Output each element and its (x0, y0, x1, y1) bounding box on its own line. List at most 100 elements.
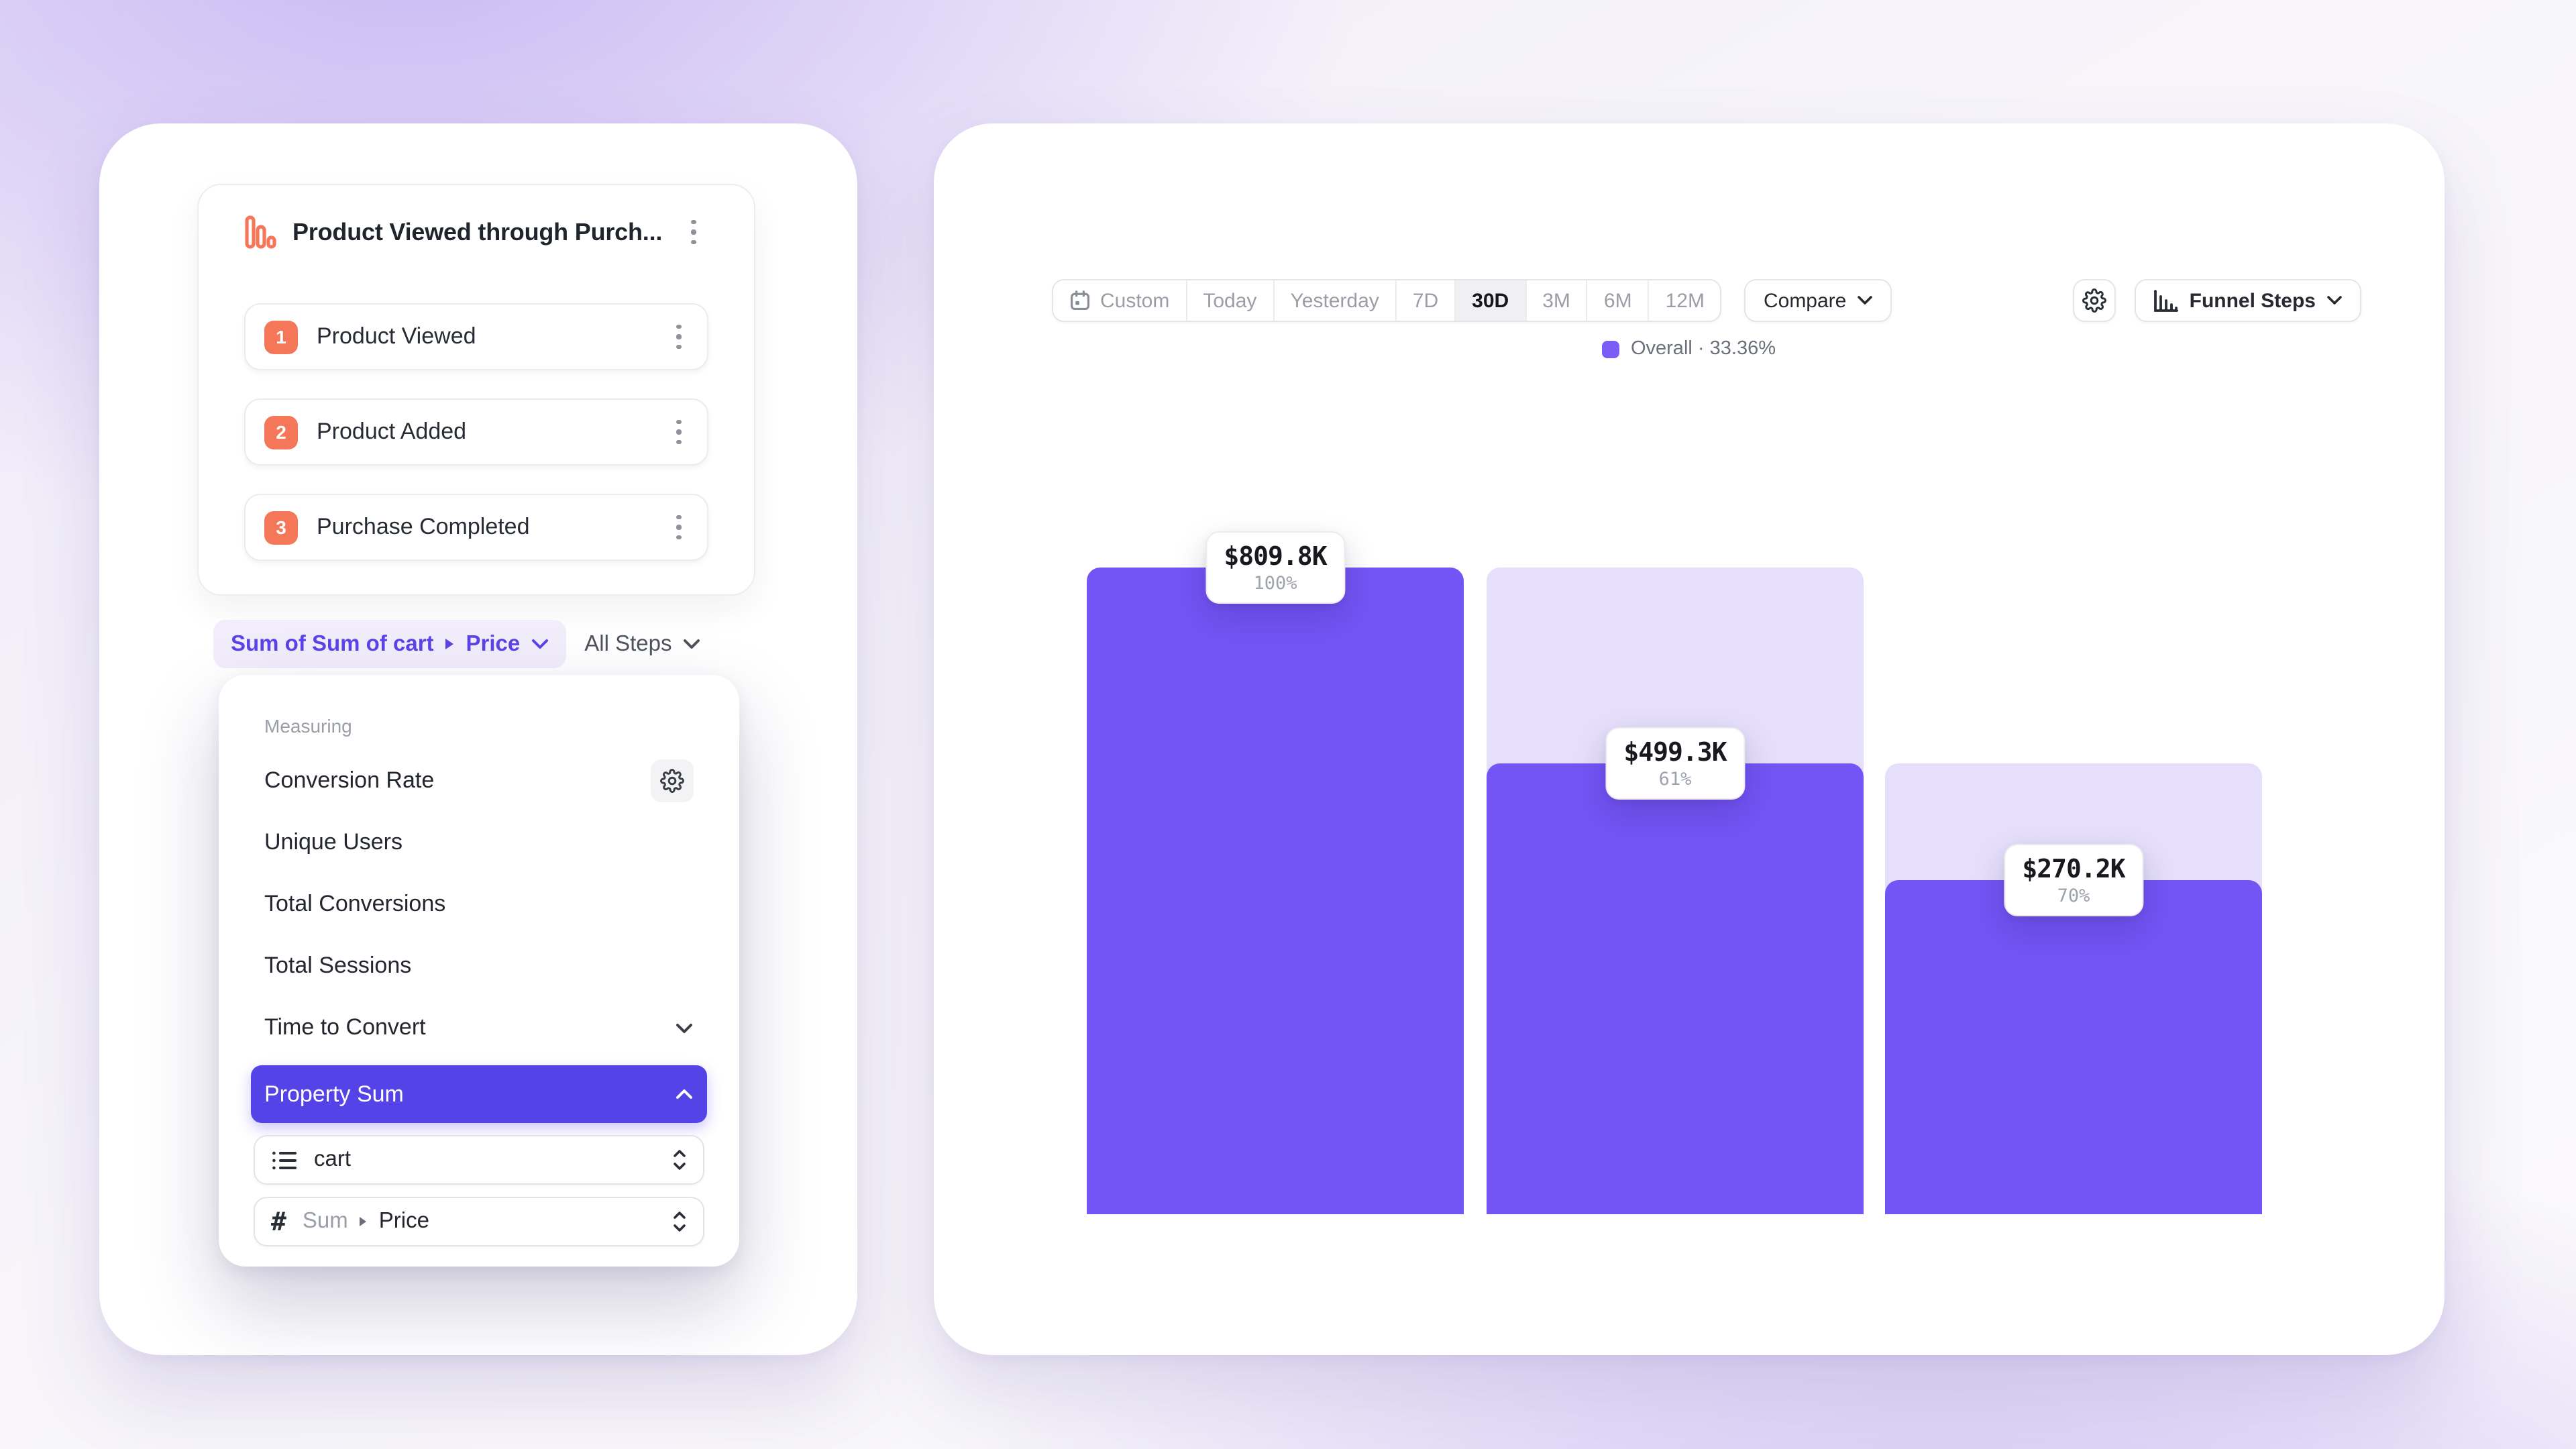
step-label: Purchase Completed (317, 514, 530, 539)
tab-label: 6M (1603, 289, 1632, 312)
chart-panel: Custom Today Yesterday 7D 30D 3M 6M 12M … (934, 123, 2445, 1355)
measurement-property: Price (466, 631, 521, 655)
aggregation-select-value: Sum Price (303, 1209, 656, 1234)
funnel-steps-icon (2153, 289, 2179, 312)
chart-legend: Overall · 33.36% (934, 338, 2445, 360)
menu-item-total-sessions[interactable]: Total Sessions (251, 935, 707, 997)
tab-7d[interactable]: 7D (1396, 280, 1456, 321)
chevron-down-icon (675, 1022, 694, 1034)
legend-swatch (1602, 340, 1620, 358)
step-number-badge: 3 (264, 511, 298, 544)
tab-30d[interactable]: 30D (1456, 280, 1527, 321)
step-row-product-added[interactable]: 2 Product Added (244, 398, 708, 466)
menu-item-label: Total Conversions (264, 891, 446, 916)
bar-solid[interactable] (1087, 568, 1464, 1214)
menu-item-label: Time to Convert (264, 1014, 426, 1040)
bar-solid[interactable] (1885, 880, 2262, 1214)
aggregation-property: Price (378, 1209, 429, 1233)
menu-item-total-conversions[interactable]: Total Conversions (251, 873, 707, 935)
chevron-up-icon (675, 1088, 694, 1100)
funnel-chart: $809.8K 100% $499.3K 61% $270.2K 70% (1087, 531, 2262, 1214)
funnel-steps-card: Product Viewed through Purch... 1 Produc… (197, 184, 755, 596)
menu-item-label: Conversion Rate (264, 767, 435, 793)
property-select-value: cart (314, 1147, 352, 1171)
tab-custom[interactable]: Custom (1053, 280, 1187, 321)
legend-value: 33.36% (1709, 338, 1776, 360)
measurement-row: Sum of Sum of cart Price All Steps (213, 620, 700, 668)
menu-item-unique-users[interactable]: Unique Users (251, 812, 707, 873)
bar-solid[interactable] (1487, 763, 1864, 1214)
tab-label: 7D (1412, 289, 1439, 312)
steps-scope-label: All Steps (584, 631, 672, 655)
tooltip-value: $270.2K (2022, 855, 2125, 884)
funnel-title-kebab-menu-icon[interactable] (679, 215, 708, 250)
property-select[interactable]: cart (254, 1135, 704, 1185)
legend-label: Overall (1630, 338, 1693, 360)
measurement-prefix: Sum of Sum of cart (231, 631, 434, 655)
arrow-right-icon (445, 637, 455, 651)
compare-dropdown[interactable]: Compare (1744, 279, 1892, 322)
steps-scope-dropdown[interactable]: All Steps (584, 620, 700, 668)
chevron-down-icon (2326, 295, 2343, 306)
gear-icon[interactable] (651, 759, 694, 802)
funnel-bar-product-viewed[interactable] (1087, 568, 1464, 1214)
compare-label: Compare (1763, 289, 1847, 312)
tab-label: Custom (1100, 289, 1170, 312)
funnel-bar-product-added[interactable] (1487, 568, 1864, 1214)
menu-item-label: Unique Users (264, 829, 402, 855)
menu-item-conversion-rate[interactable]: Conversion Rate (251, 750, 707, 812)
menu-item-label: Total Sessions (264, 953, 412, 978)
tooltip-percent: 61% (1658, 769, 1692, 790)
step-kebab-menu-icon[interactable] (664, 510, 694, 545)
tab-yesterday[interactable]: Yesterday (1274, 280, 1397, 321)
menu-item-property-sum[interactable]: Property Sum (251, 1065, 707, 1123)
measuring-menu: Measuring Conversion Rate Unique Users T… (219, 675, 739, 1267)
chevron-down-icon (531, 639, 548, 649)
step-row-product-viewed[interactable]: 1 Product Viewed (244, 303, 708, 370)
chart-settings-button[interactable] (2072, 279, 2116, 322)
chevron-down-icon (683, 639, 700, 649)
arrow-right-icon (359, 1216, 368, 1228)
step-kebab-menu-icon[interactable] (664, 319, 694, 355)
legend-text: Overall · 33.36% (1631, 338, 1776, 360)
aggregation-prefix: Sum (302, 1209, 348, 1233)
tab-12m[interactable]: 12M (1649, 280, 1721, 321)
hash-icon: # (271, 1207, 286, 1236)
calendar-icon (1069, 290, 1091, 311)
step-label: Product Viewed (317, 323, 476, 349)
date-range-tabs: Custom Today Yesterday 7D 30D 3M 6M 12M (1052, 279, 1722, 322)
menu-item-label: Property Sum (264, 1081, 404, 1106)
step-kebab-menu-icon[interactable] (664, 415, 694, 450)
tooltip-percent: 100% (1253, 573, 1297, 594)
stepper-icon (672, 1210, 687, 1233)
tooltip-percent: 70% (2057, 885, 2090, 907)
tab-label: Today (1203, 289, 1257, 312)
gear-icon (2082, 288, 2106, 313)
toolbar-spacer (1892, 279, 2072, 322)
chart-type-dropdown[interactable]: Funnel Steps (2134, 279, 2361, 322)
menu-item-time-to-convert[interactable]: Time to Convert (251, 997, 707, 1059)
chart-toolbar: Custom Today Yesterday 7D 30D 3M 6M 12M … (1052, 279, 2361, 322)
funnel-bar-purchase-completed[interactable] (1885, 568, 2262, 1214)
step-row-purchase-completed[interactable]: 3 Purchase Completed (244, 494, 708, 561)
tab-today[interactable]: Today (1187, 280, 1275, 321)
tab-label: 12M (1665, 289, 1705, 312)
tab-label: Yesterday (1290, 289, 1379, 312)
list-icon (271, 1149, 298, 1171)
menu-section-label: Measuring (264, 715, 352, 737)
stepper-icon (672, 1148, 687, 1171)
step-number-badge: 2 (264, 415, 298, 449)
tooltip-value: $499.3K (1623, 738, 1727, 767)
tab-3m[interactable]: 3M (1526, 280, 1588, 321)
tab-6m[interactable]: 6M (1587, 280, 1650, 321)
bar-value-tooltip: $499.3K 61% (1605, 727, 1746, 800)
funnel-title: Product Viewed through Purch... (292, 218, 663, 245)
step-number-badge: 1 (264, 320, 298, 354)
tooltip-value: $809.8K (1224, 542, 1327, 572)
measurement-dropdown[interactable]: Sum of Sum of cart Price (213, 620, 566, 668)
bar-value-tooltip: $809.8K 100% (1205, 531, 1346, 604)
aggregation-select[interactable]: # Sum Price (254, 1197, 704, 1246)
chevron-down-icon (1857, 295, 1873, 306)
